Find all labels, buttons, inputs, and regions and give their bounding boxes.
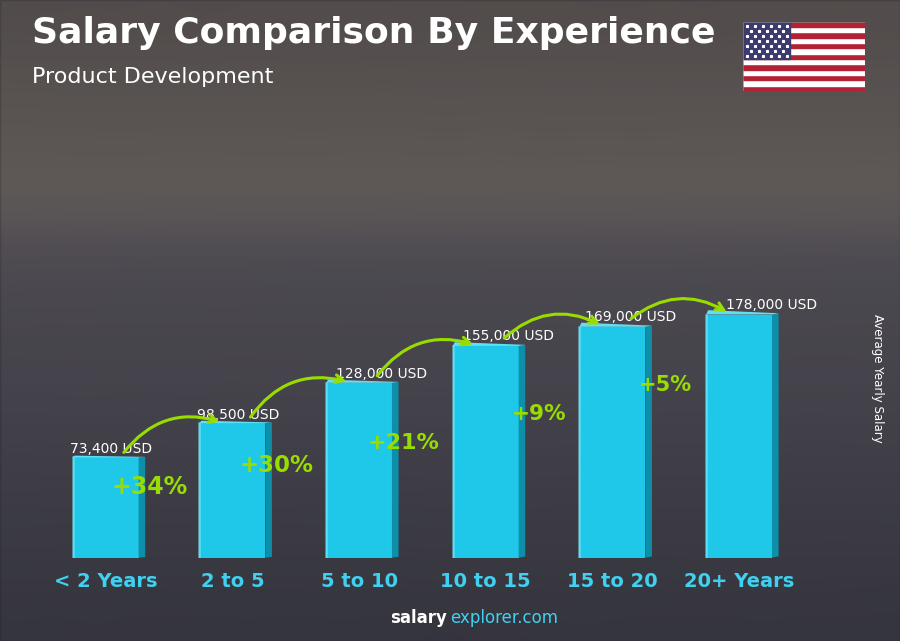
FancyArrowPatch shape [377,337,470,376]
Text: explorer.com: explorer.com [450,609,558,627]
Bar [743,38,865,43]
Polygon shape [772,313,778,558]
Bar [743,59,865,64]
FancyArrowPatch shape [250,375,343,417]
Bar [743,49,865,54]
Polygon shape [392,382,399,558]
FancyArrowPatch shape [631,299,724,319]
Polygon shape [580,322,652,327]
Text: +9%: +9% [512,404,566,424]
Polygon shape [266,422,272,558]
Text: 178,000 USD: 178,000 USD [726,297,817,312]
Polygon shape [518,345,526,558]
Bar [743,22,865,27]
Bar [743,54,865,59]
Bar [743,27,865,33]
Bar [743,33,865,38]
Polygon shape [453,342,526,346]
Polygon shape [73,456,145,458]
Text: 98,500 USD: 98,500 USD [197,408,279,422]
Bar [743,70,865,75]
Bar [743,64,865,70]
Polygon shape [706,315,772,558]
Text: 169,000 USD: 169,000 USD [584,310,676,324]
Text: +21%: +21% [367,433,439,453]
Polygon shape [200,423,266,558]
Text: Average Yearly Salary: Average Yearly Salary [871,314,884,442]
Text: Salary Comparison By Experience: Salary Comparison By Experience [32,16,715,50]
FancyArrowPatch shape [124,415,217,453]
Bar [743,43,865,49]
Text: +30%: +30% [239,454,314,478]
FancyArrowPatch shape [504,314,597,338]
Bar [743,75,865,80]
Bar [743,22,789,59]
Polygon shape [706,310,778,315]
Text: +5%: +5% [639,375,692,395]
Polygon shape [326,379,399,383]
Text: 128,000 USD: 128,000 USD [337,367,428,381]
Bar [743,86,865,91]
Polygon shape [73,458,139,558]
Text: 155,000 USD: 155,000 USD [463,329,554,344]
Polygon shape [580,327,645,558]
Text: 73,400 USD: 73,400 USD [70,442,152,456]
Bar [743,80,865,86]
Polygon shape [139,457,145,558]
Text: Product Development: Product Development [32,67,273,87]
Text: salary: salary [391,609,447,627]
Polygon shape [200,420,272,423]
Polygon shape [453,346,518,558]
Text: +34%: +34% [112,476,188,499]
Polygon shape [326,383,392,558]
Polygon shape [645,326,652,558]
